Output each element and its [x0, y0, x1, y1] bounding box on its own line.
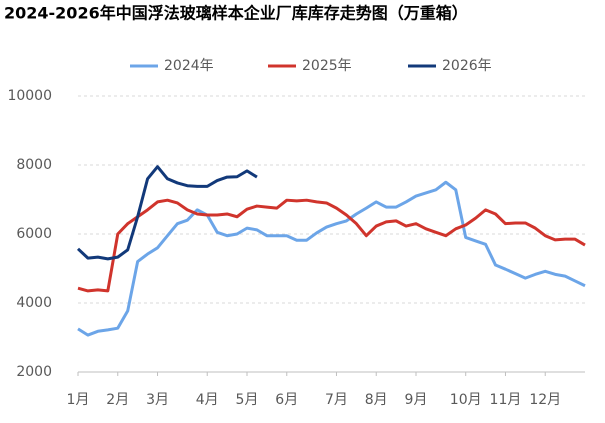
x-tick-label: 9月: [405, 392, 428, 408]
x-tick-label: 3月: [146, 392, 169, 408]
chart-title: 2024-2026年中国浮法玻璃样本企业厂库库存走势图（万重箱）: [4, 4, 468, 23]
x-tick-label: 7月: [325, 392, 348, 408]
x-tick-label: 8月: [365, 392, 388, 408]
x-tick-label: 11月: [490, 392, 522, 408]
x-tick-label: 12月: [529, 392, 561, 408]
y-tick-label: 4000: [16, 295, 52, 311]
x-tick-label: 6月: [275, 392, 298, 408]
legend-label: 2026年: [442, 58, 492, 74]
y-tick-label: 6000: [16, 226, 52, 242]
legend-label: 2025年: [302, 58, 352, 74]
x-tick-label: 10月: [450, 392, 482, 408]
x-tick-label: 5月: [236, 392, 259, 408]
x-tick-label: 2月: [106, 392, 129, 408]
series-line: [77, 180, 586, 337]
y-tick-label: 2000: [16, 364, 52, 380]
y-tick-label: 10000: [7, 88, 52, 104]
series-line: [76, 165, 258, 261]
series-line: [77, 198, 586, 293]
x-tick-label: 4月: [196, 392, 219, 408]
y-tick-label: 8000: [16, 157, 52, 173]
legend-label: 2024年: [164, 58, 214, 74]
x-tick-label: 1月: [67, 392, 90, 408]
